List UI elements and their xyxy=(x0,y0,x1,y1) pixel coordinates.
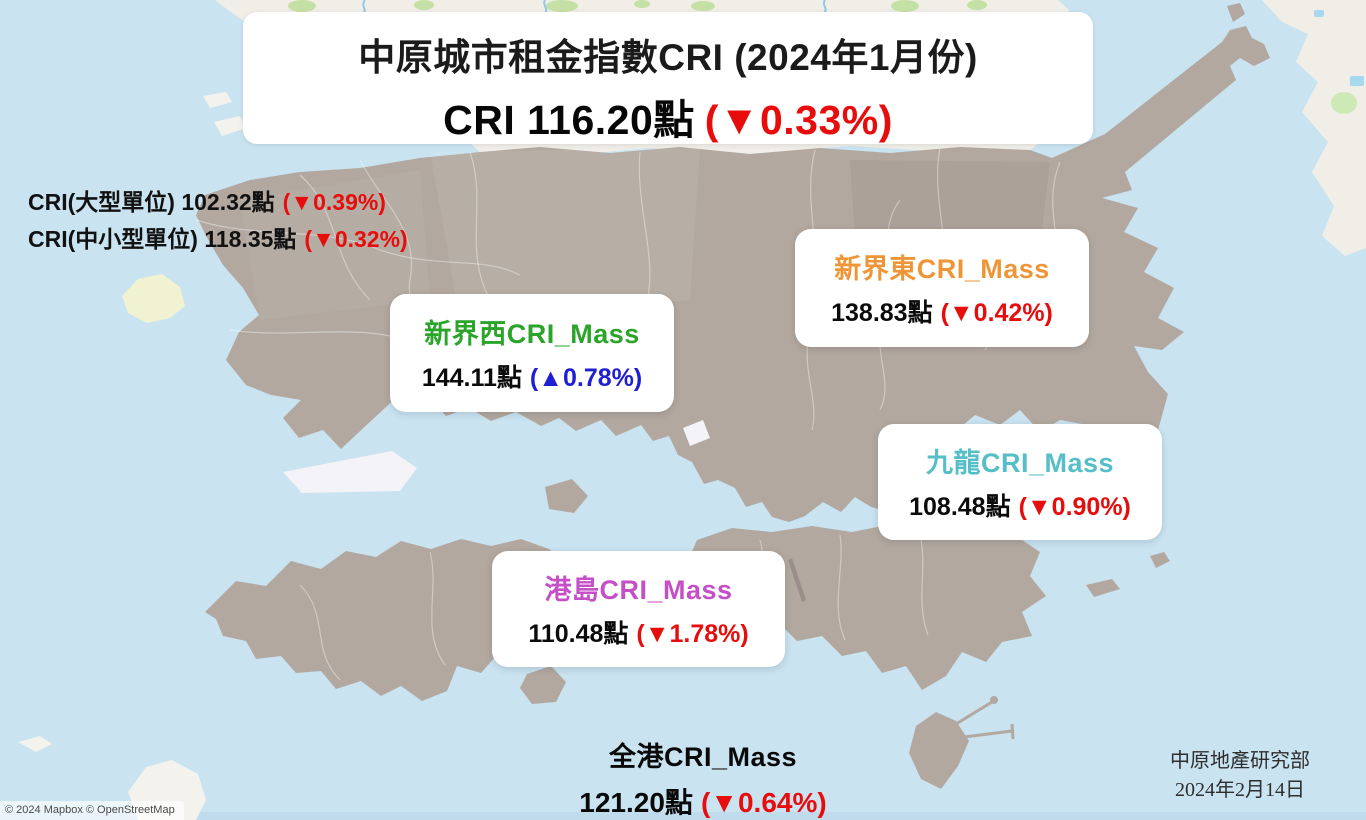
sub-index-small-mid-units-change: (▼0.32%) xyxy=(304,226,408,252)
sub-index-small-mid-units: CRI(中小型單位) 118.35點 (▼0.32%) xyxy=(28,226,408,252)
region-card-kowloon: 九龍CRI_Mass 108.48點 (▼0.90%) xyxy=(878,424,1162,540)
airport-island xyxy=(283,420,710,493)
region-name: 九龍CRI_Mass xyxy=(925,448,1115,478)
title-card: 中原城市租金指數CRI (2024年1月份) CRI 116.20點 (▼0.33… xyxy=(243,12,1093,144)
sub-indices: CRI(大型單位) 102.32點 (▼0.39%) CRI(中小型單位) 118… xyxy=(28,184,408,258)
sub-index-large-units-change: (▼0.39%) xyxy=(282,189,386,215)
region-value: 144.11點 (▲0.78%) xyxy=(421,364,643,392)
region-change: (▲0.78%) xyxy=(529,364,643,392)
region-card-nt-west: 新界西CRI_Mass 144.11點 (▲0.78%) xyxy=(390,294,674,412)
overall-territory-value: 121.20點 (▼0.64%) xyxy=(579,787,827,818)
overall-territory-name: 全港CRI_Mass xyxy=(608,742,798,772)
region-change: (▼0.42%) xyxy=(940,299,1053,327)
research-org: 中原地產研究部 xyxy=(1170,750,1310,772)
region-change: (▼1.78%) xyxy=(636,620,749,648)
region-name: 港島CRI_Mass xyxy=(544,575,733,605)
region-card-nt-east: 新界東CRI_Mass 138.83點 (▼0.42%) xyxy=(795,229,1089,347)
yellow-island xyxy=(122,274,185,323)
overall-cri-line: CRI 116.20點 (▼0.33%) xyxy=(243,86,1093,146)
publish-date: 2024年2月14日 xyxy=(1175,779,1305,801)
region-name: 新界西CRI_Mass xyxy=(424,319,640,349)
lantau-island xyxy=(205,539,571,701)
overall-cri-change: (▼0.33%) xyxy=(704,97,893,143)
sea-bottom-band xyxy=(0,812,1366,820)
sub-index-large-units: CRI(大型單位) 102.32點 (▼0.39%) xyxy=(28,189,386,215)
region-card-hk-island: 港島CRI_Mass 110.48點 (▼1.78%) xyxy=(492,551,785,667)
region-change: (▼0.90%) xyxy=(1018,493,1131,521)
region-value: 110.48點 (▼1.78%) xyxy=(528,620,749,648)
region-value: 138.83點 (▼0.42%) xyxy=(831,299,1053,327)
research-credit: 中原地產研究部 2024年2月14日 xyxy=(1170,747,1310,805)
region-value: 108.48點 (▼0.90%) xyxy=(909,493,1131,521)
map-attribution[interactable]: © 2024 Mapbox © OpenStreetMap xyxy=(0,801,184,820)
region-name: 新界東CRI_Mass xyxy=(834,254,1050,284)
lamma-island xyxy=(909,712,969,789)
overall-territory-label: 全港CRI_Mass 121.20點 (▼0.64%) xyxy=(503,735,903,820)
overall-territory-change: (▼0.64%) xyxy=(700,787,827,818)
overall-cri-value: CRI 116.20點 xyxy=(443,97,695,143)
page-title: 中原城市租金指數CRI (2024年1月份) xyxy=(358,37,978,78)
